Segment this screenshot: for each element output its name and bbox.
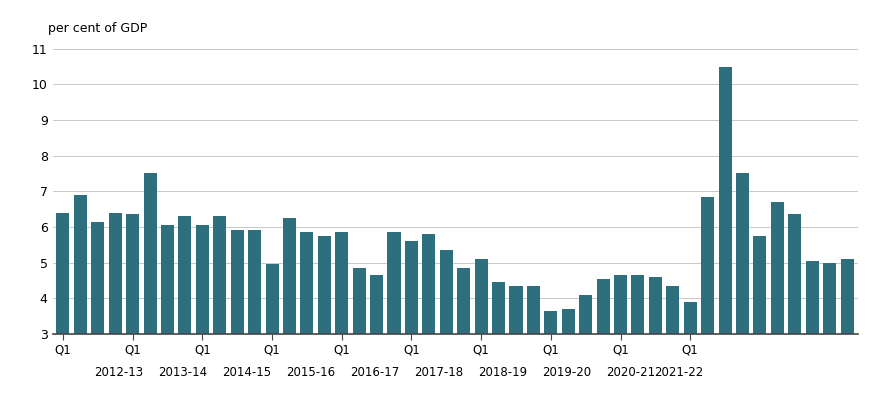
Bar [632, 275, 645, 407]
Bar [405, 241, 418, 407]
Bar [509, 286, 522, 407]
Bar [562, 309, 575, 407]
Bar [353, 268, 366, 407]
Bar [492, 282, 505, 407]
Bar [649, 277, 662, 407]
Bar [388, 232, 401, 407]
Bar [335, 232, 348, 407]
Bar [214, 216, 227, 407]
Bar [161, 225, 174, 407]
Bar [265, 264, 278, 407]
Bar [318, 236, 331, 407]
Bar [718, 67, 732, 407]
Bar [753, 236, 766, 407]
Bar [196, 225, 209, 407]
Bar [126, 214, 139, 407]
Bar [841, 259, 854, 407]
Bar [283, 218, 296, 407]
Bar [231, 230, 244, 407]
Bar [300, 232, 313, 407]
Bar [144, 173, 157, 407]
Bar [527, 286, 540, 407]
Bar [736, 173, 749, 407]
Bar [74, 195, 87, 407]
Bar [806, 261, 819, 407]
Bar [614, 275, 627, 407]
Bar [423, 234, 436, 407]
Bar [771, 202, 784, 407]
Bar [683, 302, 696, 407]
Bar [701, 197, 714, 407]
Bar [248, 230, 261, 407]
Bar [823, 263, 836, 407]
Text: per cent of GDP: per cent of GDP [48, 22, 148, 35]
Bar [56, 212, 69, 407]
Bar [440, 250, 453, 407]
Bar [178, 216, 192, 407]
Bar [108, 212, 122, 407]
Bar [457, 268, 470, 407]
Bar [579, 295, 592, 407]
Bar [666, 286, 679, 407]
Bar [91, 221, 104, 407]
Bar [544, 311, 557, 407]
Bar [597, 278, 610, 407]
Bar [370, 275, 383, 407]
Bar [788, 214, 802, 407]
Bar [474, 259, 487, 407]
